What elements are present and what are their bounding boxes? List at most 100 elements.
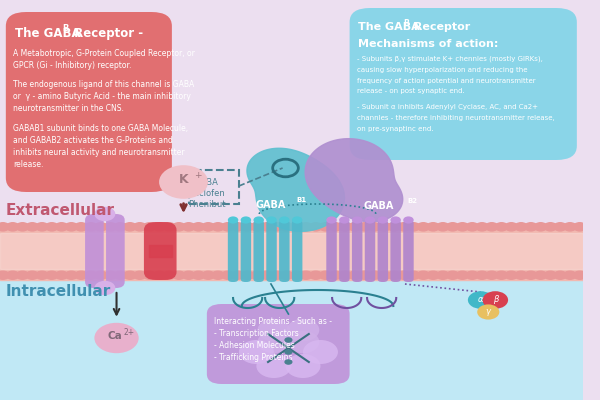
FancyBboxPatch shape: [228, 220, 238, 282]
Circle shape: [172, 222, 186, 232]
Circle shape: [475, 270, 489, 280]
Circle shape: [260, 270, 274, 280]
Text: - Transcription Factors: - Transcription Factors: [214, 329, 299, 338]
Circle shape: [94, 323, 139, 353]
Circle shape: [377, 270, 391, 280]
Circle shape: [319, 270, 332, 280]
Text: - Adhesion Molecules: - Adhesion Molecules: [214, 341, 295, 350]
Bar: [0, 222, 583, 280]
Circle shape: [319, 222, 332, 232]
Circle shape: [221, 270, 235, 280]
Circle shape: [482, 291, 508, 309]
Circle shape: [524, 270, 538, 280]
Circle shape: [505, 270, 518, 280]
Bar: [0, 0, 583, 222]
Text: on pre-synaptinc end.: on pre-synaptinc end.: [356, 126, 433, 132]
FancyBboxPatch shape: [326, 220, 337, 282]
Text: channles - therefore inhibiting neurotransmitter release,: channles - therefore inhibiting neurotra…: [356, 115, 554, 121]
Text: Phenibut: Phenibut: [188, 200, 226, 210]
Text: - Subunit α inhibits Adenylyl Cyclase, AC, and Ca2+: - Subunit α inhibits Adenylyl Cyclase, A…: [356, 104, 538, 110]
Circle shape: [5, 222, 20, 232]
Circle shape: [403, 216, 413, 224]
FancyBboxPatch shape: [85, 214, 104, 288]
Circle shape: [94, 222, 107, 232]
Circle shape: [477, 304, 499, 320]
Circle shape: [5, 270, 20, 280]
Circle shape: [159, 165, 208, 199]
Circle shape: [123, 222, 137, 232]
Circle shape: [494, 270, 509, 280]
Circle shape: [84, 270, 98, 280]
Circle shape: [239, 340, 274, 364]
Circle shape: [309, 270, 323, 280]
Circle shape: [113, 222, 127, 232]
Circle shape: [446, 222, 460, 232]
Text: frequency of action potential and neurotransmitter: frequency of action potential and neurot…: [356, 78, 535, 84]
Text: GABA: GABA: [195, 178, 219, 187]
Text: B2: B2: [407, 198, 417, 204]
Circle shape: [25, 270, 39, 280]
Circle shape: [328, 270, 343, 280]
Text: γ: γ: [486, 307, 491, 316]
Circle shape: [266, 216, 277, 224]
Circle shape: [524, 222, 538, 232]
Circle shape: [279, 216, 290, 224]
Text: Extracellular: Extracellular: [6, 203, 115, 218]
Circle shape: [465, 222, 479, 232]
Circle shape: [152, 270, 166, 280]
Circle shape: [299, 222, 313, 232]
Circle shape: [162, 222, 176, 232]
Circle shape: [55, 270, 68, 280]
FancyBboxPatch shape: [106, 214, 125, 288]
Circle shape: [303, 340, 338, 364]
FancyBboxPatch shape: [292, 220, 302, 282]
Text: Baclofen: Baclofen: [188, 189, 225, 198]
Text: release.: release.: [13, 160, 43, 169]
Circle shape: [553, 222, 567, 232]
Text: causing slow hyperpolarization and reducing the: causing slow hyperpolarization and reduc…: [356, 67, 527, 73]
Circle shape: [446, 270, 460, 280]
Circle shape: [358, 222, 371, 232]
Circle shape: [387, 270, 401, 280]
Text: or  γ - amino Butyric Acid - the main inhibitory: or γ - amino Butyric Acid - the main inh…: [13, 92, 191, 102]
Circle shape: [284, 349, 293, 355]
Circle shape: [84, 222, 98, 232]
Circle shape: [201, 270, 215, 280]
Circle shape: [201, 222, 215, 232]
Text: A Metabotropic, G-Protein Coupled Receptor, or: A Metabotropic, G-Protein Coupled Recept…: [13, 49, 194, 58]
Circle shape: [287, 319, 319, 341]
Text: Ca: Ca: [107, 331, 122, 341]
Circle shape: [211, 222, 225, 232]
Circle shape: [241, 216, 251, 224]
Circle shape: [365, 216, 375, 224]
Circle shape: [426, 222, 440, 232]
Text: inhibits neural activity and neurotransmitter: inhibits neural activity and neurotransm…: [13, 148, 184, 157]
Text: Intracellular: Intracellular: [6, 284, 111, 299]
Circle shape: [241, 222, 254, 232]
Circle shape: [94, 270, 107, 280]
Bar: [0, 233, 583, 269]
Circle shape: [475, 222, 489, 232]
Circle shape: [377, 222, 391, 232]
Text: B: B: [403, 19, 409, 28]
Circle shape: [250, 222, 264, 232]
Text: GPCR (Gi - Inhibitory) receptor.: GPCR (Gi - Inhibitory) receptor.: [13, 61, 131, 70]
Circle shape: [563, 222, 577, 232]
Circle shape: [553, 270, 567, 280]
Circle shape: [0, 270, 10, 280]
Circle shape: [455, 270, 469, 280]
FancyBboxPatch shape: [6, 12, 172, 192]
Text: neurotransmitter in the CNS.: neurotransmitter in the CNS.: [13, 104, 124, 114]
Circle shape: [407, 270, 421, 280]
Circle shape: [514, 222, 528, 232]
Circle shape: [45, 270, 59, 280]
Circle shape: [338, 222, 352, 232]
FancyBboxPatch shape: [365, 220, 375, 282]
Circle shape: [468, 291, 494, 309]
Circle shape: [152, 222, 166, 232]
Circle shape: [191, 222, 205, 232]
Text: Mechanisms of action:: Mechanisms of action:: [358, 39, 499, 49]
Circle shape: [35, 270, 49, 280]
Circle shape: [211, 270, 225, 280]
Circle shape: [514, 270, 528, 280]
